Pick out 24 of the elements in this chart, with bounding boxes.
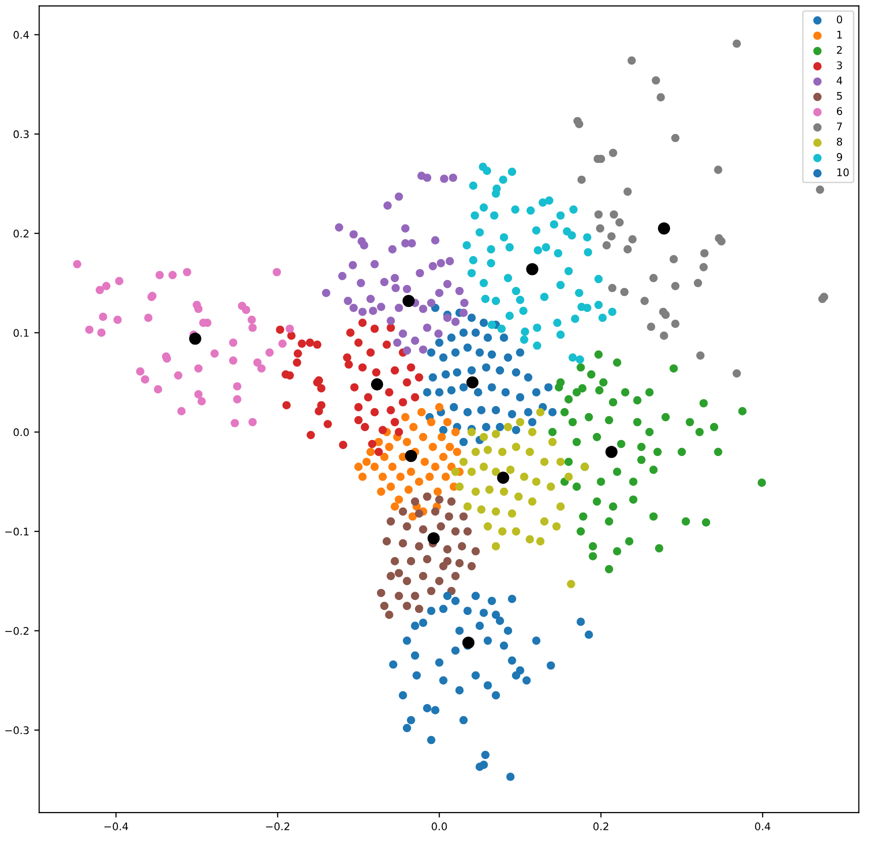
legend-label: 2 (836, 46, 842, 54)
x-tick-label: −0.2 (266, 822, 290, 830)
y-tick-label: 0.0 (14, 428, 29, 436)
y-tick-label: 0.1 (14, 328, 29, 337)
y-tick-label: −0.2 (5, 626, 28, 635)
legend-label: 9 (836, 153, 842, 161)
y-tick-label: 0.3 (14, 130, 29, 138)
legend-label: 5 (836, 92, 842, 100)
y-tick-label: 0.4 (14, 30, 29, 39)
legend-label: 10 (837, 168, 849, 176)
legend-label: 1 (837, 30, 842, 38)
legend-label: 4 (836, 76, 842, 84)
legend-label: 0 (836, 15, 842, 24)
y-tick-label: −0.1 (5, 528, 29, 536)
y-tick-label: −0.3 (5, 726, 29, 734)
legend-label: 7 (837, 122, 842, 130)
legend-label: 8 (836, 138, 842, 146)
legend-label: 3 (836, 61, 842, 70)
x-tick-label: 0.4 (755, 822, 770, 830)
x-tick-label: −0.4 (104, 822, 128, 830)
x-tick-label: 0.2 (593, 822, 608, 830)
y-tick-label: 0.2 (14, 230, 28, 238)
x-tick-label: 0.0 (432, 822, 447, 830)
legend-label: 6 (836, 107, 842, 116)
